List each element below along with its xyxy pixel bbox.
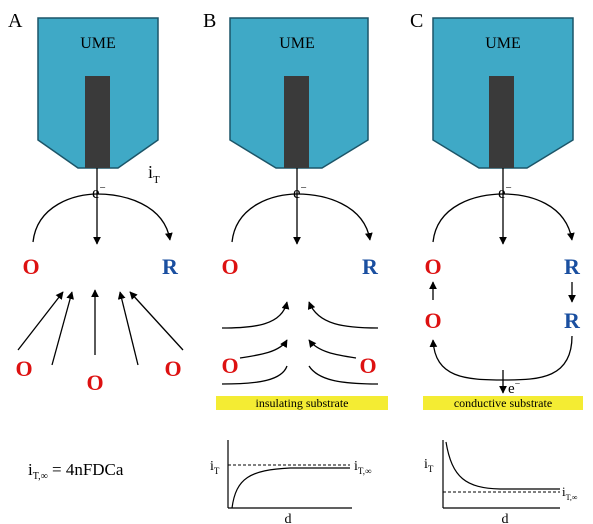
panel-a-diffusion-arrow-1 bbox=[17, 291, 64, 351]
panel-b-reference-label: iT,∞ bbox=[354, 459, 371, 476]
panel-a-diffusion-arrow-4 bbox=[117, 291, 139, 366]
panel-b-electron-label: e− bbox=[293, 182, 307, 202]
panel-b-oxidized-species-3: O bbox=[359, 353, 376, 378]
panel-c-reference-label: iT,∞ bbox=[562, 484, 578, 502]
panel-c-oxidized-species: O bbox=[424, 254, 441, 279]
panel-b: B UME e− O R O O insulating substrate iT… bbox=[203, 10, 388, 524]
panel-a-oxidized-species-3: O bbox=[86, 370, 103, 395]
panel-b-approach-curve: iT iT,∞ d bbox=[210, 440, 371, 524]
panel-a-oxidized-species-2: O bbox=[15, 356, 32, 381]
panel-c-substrate bbox=[423, 396, 583, 410]
panel-b-hindered-arrow-3 bbox=[239, 339, 288, 359]
panel-b-hindered-arrow-2 bbox=[307, 301, 379, 329]
panel-a-oxidized-species: O bbox=[22, 254, 39, 279]
panel-a-steady-state-equation: iT,∞ = 4nFDCa bbox=[28, 460, 124, 482]
panel-c-current-curve bbox=[445, 441, 560, 490]
panel-c-electron-label: e− bbox=[498, 182, 512, 202]
panel-b-substrate bbox=[216, 396, 388, 410]
panel-b-hindered-arrow-1 bbox=[221, 301, 290, 329]
panel-b-oxidized-species-2: O bbox=[221, 353, 238, 378]
panel-c-reduced-species: R bbox=[564, 254, 581, 279]
panel-b-reduced-species: R bbox=[362, 254, 379, 279]
panel-a-electron-label: e− bbox=[92, 182, 106, 202]
panel-b-flow-line-2 bbox=[308, 365, 379, 385]
panel-a-diffusion-arrow-2 bbox=[51, 291, 74, 366]
panel-a-redox-arrow bbox=[32, 193, 173, 243]
panel-b-flow-line-1 bbox=[221, 365, 288, 385]
panel-c-approach-curve: iT iT,∞ d bbox=[424, 440, 578, 524]
panel-b-redox-arrow bbox=[231, 193, 373, 243]
panel-b-letter: B bbox=[203, 10, 216, 32]
panel-b-electrode-core bbox=[284, 76, 309, 168]
panel-b-substrate-label: insulating substrate bbox=[256, 396, 349, 410]
panel-c-substrate-label: conductive substrate bbox=[454, 396, 552, 410]
panel-c-redox-arrow bbox=[432, 193, 575, 243]
panel-c: C UME e− O R O R e− conductive substrate… bbox=[410, 10, 583, 524]
panel-c-reduced-species-2: R bbox=[564, 308, 581, 333]
panel-b-x-label: d bbox=[285, 512, 292, 524]
panel-a-ume-label: UME bbox=[80, 35, 116, 52]
panel-c-substrate-electron-label: e− bbox=[508, 379, 521, 397]
panel-c-oxidized-species-2: O bbox=[424, 308, 441, 333]
panel-a-diffusion-arrow-5 bbox=[129, 291, 184, 351]
panel-b-y-label: iT bbox=[210, 459, 220, 476]
panel-b-ume-label: UME bbox=[279, 35, 315, 52]
panel-c-electrode-core bbox=[489, 76, 514, 168]
panel-b-oxidized-species: O bbox=[221, 254, 238, 279]
panel-a-letter: A bbox=[8, 10, 23, 32]
panel-a-oxidized-species-4: O bbox=[164, 356, 181, 381]
panel-c-ume-label: UME bbox=[485, 35, 521, 52]
panel-c-letter: C bbox=[410, 10, 423, 32]
panel-a-reduced-species: R bbox=[162, 254, 179, 279]
panel-b-current-curve bbox=[231, 467, 350, 509]
panel-c-regeneration-arrow bbox=[429, 335, 573, 381]
panel-c-y-label: iT bbox=[424, 457, 434, 474]
panel-c-x-label: d bbox=[502, 512, 509, 524]
panel-b-hindered-arrow-4 bbox=[308, 339, 357, 359]
panel-a: A UME iT e− O R O O O iT,∞ = 4nFDCa bbox=[8, 10, 184, 482]
panel-a-tip-current-label: iT bbox=[148, 162, 160, 186]
panel-a-electrode-core bbox=[85, 76, 110, 168]
